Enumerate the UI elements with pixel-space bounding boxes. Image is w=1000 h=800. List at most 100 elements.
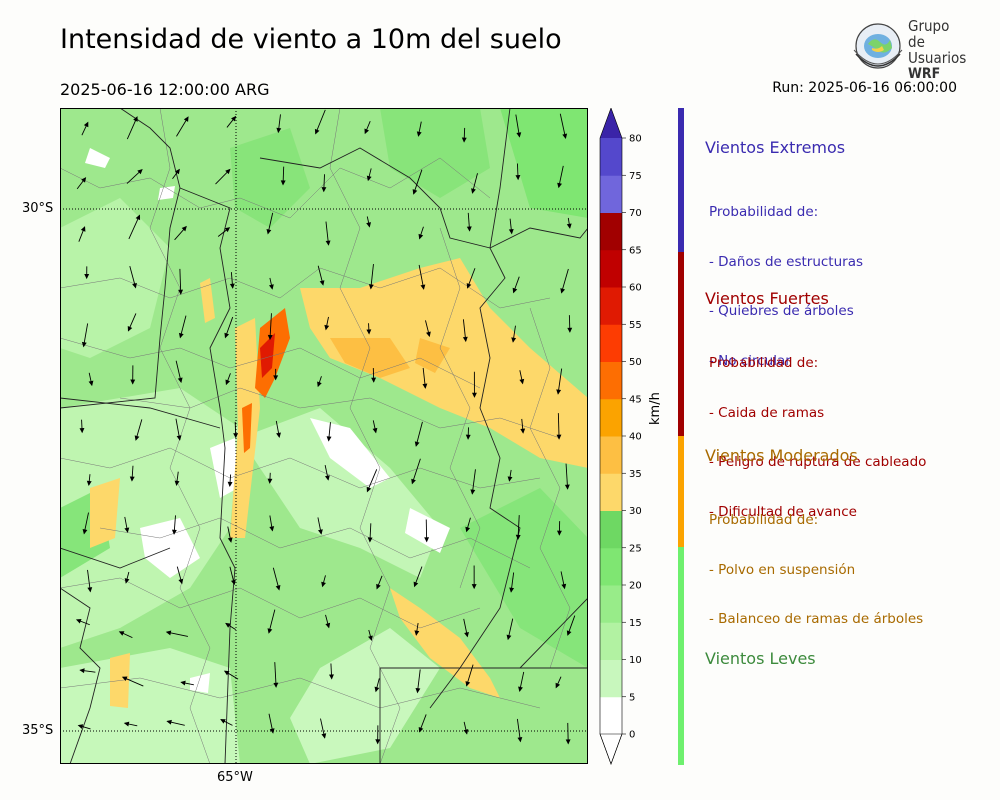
category-extreme: Vientos Extremos Probabilidad de: - Daño… (705, 138, 863, 402)
wind-arrow-head (325, 622, 331, 629)
wind-arrow-head (566, 630, 572, 636)
wind-arrow-head (465, 526, 471, 533)
logo-line1: Grupo de (908, 17, 950, 51)
colorbar-segment (600, 510, 622, 549)
wind-arrow-head (84, 274, 90, 280)
wind-arrow-head (364, 128, 370, 135)
wind-arrow-head (371, 377, 377, 383)
wind-arrow-head (518, 686, 523, 693)
colorbar-tick-label: 30 (629, 506, 642, 517)
wind-arrow-head (79, 668, 85, 674)
wind-arrow-head (227, 481, 233, 488)
wind-arrow-head (165, 630, 172, 636)
globe-logo-icon (853, 23, 903, 69)
wind-arrow-head (183, 116, 189, 122)
desc-line: - Quiebres de árboles (709, 303, 854, 319)
colorbar-tick-label: 40 (629, 432, 642, 443)
wind-arrow-head (79, 428, 85, 434)
wind-arrow-head (181, 225, 187, 232)
wind-arrow-head (314, 128, 320, 135)
wind-arrow-head (565, 739, 571, 745)
wind-arrow-head (471, 392, 477, 398)
wind-arrow-head (418, 727, 424, 733)
wind-arrow (128, 215, 140, 240)
colorbar-segment (600, 473, 622, 511)
wind-arrow-head (121, 676, 128, 682)
wind-map (60, 108, 588, 764)
wind-arrow-head (516, 132, 522, 138)
wind-arrow-head (372, 427, 378, 434)
wind-arrow-head (130, 379, 136, 385)
wind-arrow-head (267, 478, 273, 484)
wind-arrow-head (280, 180, 286, 186)
wind-arrow-head (368, 284, 374, 290)
wind-arrow-head (321, 733, 327, 739)
wind-arrow-head (560, 288, 566, 294)
wind-arrow-head (418, 233, 424, 240)
wind-arrow-head (118, 631, 125, 636)
wind-arrow-head (426, 331, 431, 338)
wind-arrow-head (137, 168, 143, 175)
wind-arrow-head (463, 729, 469, 735)
wind-arrow-head (129, 476, 135, 482)
wind-arrow-head (127, 326, 133, 332)
wind-arrow-head (517, 737, 523, 743)
wind-arrow-head (124, 578, 130, 584)
desc-line: - No circular (709, 352, 791, 369)
lat-label-35s: 35°S (22, 723, 54, 738)
colorbar-tick-label: 50 (629, 357, 642, 368)
wind-arrow (411, 458, 421, 484)
colorbar-segment (600, 361, 622, 400)
wind-arrow-head (81, 177, 87, 183)
wind-arrow (561, 268, 569, 293)
wind-arrow-head (220, 719, 226, 724)
wind-arrow-head (80, 226, 86, 232)
wind-arrow-head (82, 528, 88, 535)
desc-line: Probabilidad de: (709, 512, 819, 528)
wind-arrow-head (225, 379, 231, 386)
wind-arrow-head (562, 133, 568, 140)
colorbar-tick-label: 25 (629, 543, 642, 554)
wind-arrow-head (422, 383, 428, 389)
wind-arrow-head (174, 168, 180, 175)
wind-arrow-head (471, 188, 476, 194)
wind-arrow-head (366, 175, 372, 182)
desc-line: - Caida de ramas (709, 404, 825, 421)
wind-arrow-head (367, 537, 373, 543)
wind-arrow-head (180, 680, 186, 686)
wind-arrow-head (461, 137, 467, 143)
category-desc: Probabilidad de: - Caida de ramas - Peli… (709, 322, 926, 553)
wind-arrow-head (224, 332, 230, 339)
category-name: Vientos Extremos (705, 138, 846, 157)
colorbar-segment (600, 398, 622, 437)
wind-arrow-head (276, 127, 282, 134)
wind-arrow-head (520, 428, 526, 434)
colorbar-segment (600, 696, 622, 735)
wind-arrow-head (178, 332, 184, 339)
wind-arrow-head (375, 739, 381, 745)
colorbar-tick-label: 10 (629, 655, 642, 666)
wind-arrow-head (227, 537, 233, 543)
desc-line: - Daños de estructuras (709, 253, 864, 270)
wind-arrow-head (132, 282, 137, 289)
wind-arrow-head (77, 724, 84, 729)
desc-line: - Peligro de ruptura de cableado (709, 454, 927, 470)
colorbar-unit: km/h (648, 392, 663, 425)
valid-time: 2025-06-16 12:00:00 ARG (60, 80, 270, 99)
wind-arrow-head (321, 581, 326, 588)
wind-arrow-head (466, 283, 472, 289)
wind-arrow-head (223, 670, 230, 676)
wind-arrow-head (225, 168, 231, 175)
wind-arrow-head (133, 116, 138, 122)
colorbar: 0 5 10 15 20 25 30 35 40 45 50 55 60 65 70 75 80 (599, 108, 642, 765)
wind-arrow-head (471, 584, 477, 590)
wind-arrow-head (178, 578, 184, 585)
colorbar-max-extend (600, 108, 622, 138)
category-moderate: Vientos Moderados Probabilidad de: - Pol… (705, 446, 923, 661)
light-bar (678, 547, 684, 765)
wind-arrow-head (176, 435, 182, 441)
wind-arrow (370, 264, 374, 289)
wind-arrow-head (87, 587, 93, 593)
wind-arrow-head (224, 227, 231, 233)
colorbar-tick-label: 65 (629, 245, 642, 256)
